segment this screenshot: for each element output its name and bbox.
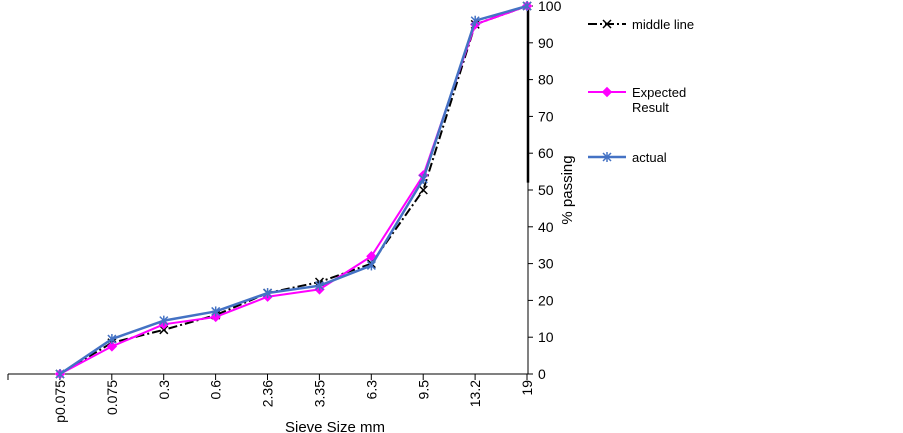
y-tick-label: 40 (538, 219, 554, 235)
data-point (602, 152, 612, 162)
y-tick-label: 90 (538, 35, 554, 51)
series-line (59, 5, 528, 375)
data-point (522, 1, 532, 11)
y-tick-label: 20 (538, 292, 554, 308)
series-expected-result (54, 0, 533, 380)
series-line (59, 4, 528, 376)
marker-stroke (418, 185, 428, 195)
x-tick-label: 13.2 (467, 380, 483, 407)
x-tick-label: 3.35 (312, 380, 328, 407)
data-point (314, 280, 325, 291)
series-actual (55, 1, 532, 379)
data-point (470, 15, 480, 26)
data-point (107, 334, 117, 345)
series-line (59, 5, 528, 375)
x-tick-label: 0.075 (104, 380, 120, 415)
x-axis-title: Sieve Size mm (285, 419, 385, 433)
x-tick-label: p0.075 (52, 380, 68, 423)
y-tick-label: 80 (538, 72, 554, 88)
y-tick-label: 60 (538, 145, 554, 161)
data-point (602, 19, 612, 29)
x-tick-label: 19 (519, 380, 535, 396)
data-point (211, 306, 221, 317)
marker-stroke (159, 325, 169, 335)
series-middle-line (55, 1, 532, 379)
marker-stroke (602, 19, 612, 29)
data-point (55, 369, 65, 379)
axes: p0.075 0.075 0.3 0.6 2.36 3.35 6.3 9.5 13.2 190 10… (7, 0, 562, 423)
x-tick-label: 6.3 (363, 380, 379, 400)
x-tick-label: 9.5 (415, 380, 431, 400)
data-point (263, 288, 273, 299)
y-tick-label: 50 (538, 182, 554, 198)
legend-item: actual (588, 150, 667, 165)
y-tick-label: 100 (538, 0, 562, 14)
data-point (159, 315, 169, 326)
data-point (106, 341, 118, 352)
x-tick-label: 2.36 (260, 380, 276, 407)
y-tick-label: 0 (538, 366, 546, 382)
y-axis-title: % passing (559, 155, 576, 224)
data-point (159, 325, 169, 335)
data-point (418, 185, 428, 195)
y-tick-label: 10 (538, 329, 554, 345)
legend-label: middle line (632, 17, 694, 32)
data-point (366, 260, 376, 271)
data-point (418, 173, 428, 184)
series-layer (54, 0, 533, 380)
y-tick-label: 30 (538, 256, 554, 272)
x-tick-label: 0.6 (208, 380, 224, 400)
legend-item: middle line (588, 17, 694, 32)
legend-label: actual (632, 150, 667, 165)
y-tick-label: 70 (538, 108, 554, 124)
legend-label: Result (632, 100, 669, 115)
legend-label: Expected (632, 85, 686, 100)
data-point (601, 86, 613, 98)
x-tick-label: 0.3 (156, 380, 172, 400)
